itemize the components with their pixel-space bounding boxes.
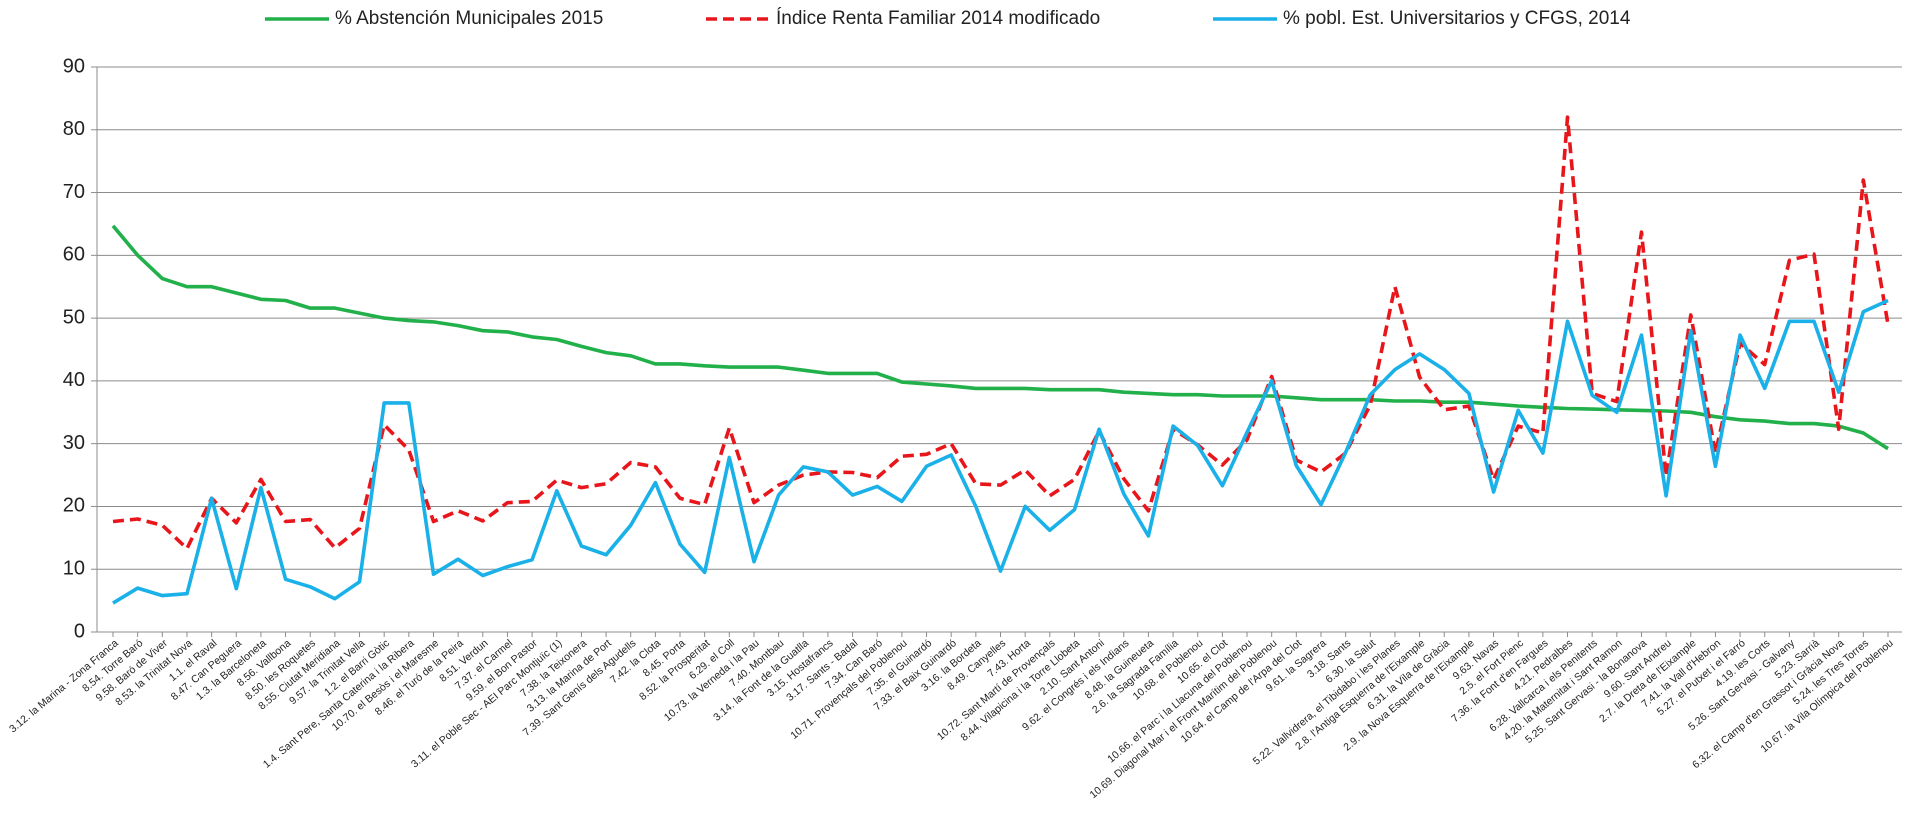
y-tick-label: 80 [63,118,85,140]
series-line [112,298,1889,605]
y-tick-label: 70 [63,181,85,203]
y-tick-label: 50 [63,306,85,328]
y-tick-label: 20 [63,495,85,517]
series-line [111,224,1889,451]
legend-label: Índice Renta Familiar 2014 modificado [776,8,1100,29]
legend-label: % pobl. Est. Universitarios y CFGS, 2014 [1283,8,1631,29]
y-tick-label: 60 [63,244,85,266]
y-tick-label: 40 [63,369,85,391]
y-tick-label: 10 [63,558,85,580]
y-tick-label: 30 [63,432,85,454]
y-tick-label: 90 [63,55,85,77]
series-line [112,115,1890,551]
y-tick-label: 0 [74,620,85,642]
legend-label: % Abstención Municipales 2015 [335,8,603,29]
